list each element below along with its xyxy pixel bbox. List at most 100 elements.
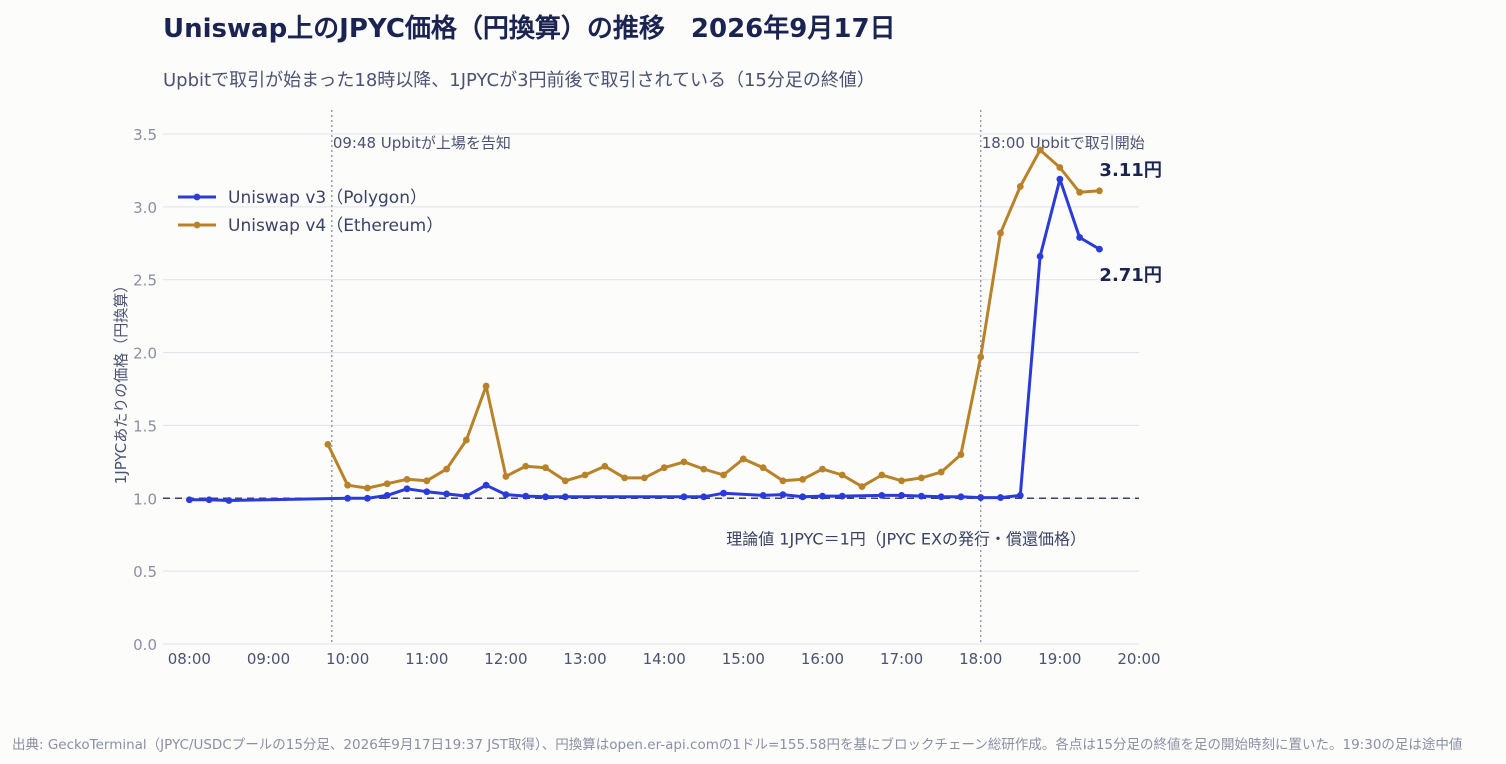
event-annotations: 09:48 Upbitが上場を告知 18:00 Upbitで取引開始	[331, 110, 1145, 644]
gridlines	[163, 133, 1139, 645]
data-point	[1016, 491, 1024, 499]
data-point	[858, 483, 866, 491]
data-point	[522, 492, 530, 500]
legend-entry: Uniswap v3（Polygon）	[228, 188, 427, 208]
data-point	[1056, 164, 1064, 171]
legend-swatch-point	[193, 193, 201, 201]
reference-line-group: 理論値 1JPYC＝1円（JPYC EXの発行・償還価格）	[163, 497, 1139, 548]
data-point	[838, 471, 846, 479]
data-point	[383, 491, 391, 499]
data-point	[502, 473, 510, 480]
y-tick-label: 0.0	[133, 636, 157, 654]
x-tick-label: 19:00	[1038, 650, 1081, 668]
data-point	[482, 382, 490, 390]
data-point	[423, 477, 431, 485]
data-point	[324, 440, 332, 448]
data-point	[542, 464, 549, 472]
data-point	[759, 464, 767, 472]
data-point	[700, 493, 708, 501]
data-point	[917, 474, 925, 482]
data-point	[1036, 146, 1044, 154]
y-axis-title: 1JPYCあたりの価格（円換算）	[112, 278, 130, 485]
y-tick-label: 3.5	[133, 126, 157, 144]
x-tick-label: 14:00	[643, 650, 686, 668]
data-point	[482, 481, 490, 489]
data-point	[819, 492, 826, 500]
x-tick-label: 16:00	[801, 650, 844, 668]
data-point	[344, 494, 352, 502]
data-point	[977, 494, 985, 501]
data-point	[423, 488, 431, 496]
data-point	[185, 496, 193, 504]
reference-line-label: 理論値 1JPYC＝1円（JPYC EXの発行・償還価格）	[726, 529, 1086, 548]
data-point	[403, 475, 411, 483]
x-tick-label: 20:00	[1117, 650, 1160, 668]
data-point	[878, 471, 886, 479]
data-point	[225, 497, 233, 504]
data-point	[383, 480, 391, 488]
data-point	[739, 455, 747, 463]
data-point	[1076, 234, 1084, 241]
data-point	[997, 229, 1004, 237]
series-line-2	[326, 148, 1100, 490]
axes: 0.0 0.5 1.0 1.5 2.0 2.5 3.0 3.5 08:00 09:00 10:00 1…	[112, 126, 1161, 668]
x-tick-label: 08:00	[168, 650, 211, 668]
data-point	[1096, 245, 1103, 253]
y-tick-label: 2.5	[133, 272, 157, 290]
x-tick-label: 12:00	[484, 650, 527, 668]
y-tick-label: 1.5	[133, 417, 157, 435]
data-point	[1036, 253, 1044, 260]
data-point	[957, 493, 965, 501]
data-point	[462, 436, 470, 444]
data-point	[977, 353, 985, 361]
series-layer	[185, 146, 1103, 504]
data-point	[720, 489, 727, 497]
y-tick-label: 1.0	[133, 490, 157, 508]
legend-swatch-point	[193, 221, 201, 229]
data-point	[997, 494, 1004, 501]
y-tick-label: 0.5	[133, 563, 157, 581]
data-point	[819, 465, 826, 473]
x-tick-label: 09:00	[247, 650, 290, 668]
data-point	[799, 493, 807, 501]
data-point	[917, 492, 925, 500]
end-value-label: 2.71円	[1099, 265, 1161, 286]
data-point	[759, 491, 767, 499]
chart-subtitle: Upbitで取引が始まった18時以降、1JPYCが3円前後で取引されている（15…	[163, 70, 875, 91]
data-point	[561, 477, 569, 485]
event-label: 18:00 Upbitで取引開始	[982, 134, 1145, 152]
x-tick-label: 18:00	[959, 650, 1002, 668]
data-point	[621, 474, 629, 482]
data-point	[364, 484, 371, 492]
data-point	[581, 471, 589, 479]
data-point	[502, 491, 510, 499]
x-tick-label: 13:00	[563, 650, 606, 668]
legend: Uniswap v3（Polygon） Uniswap v4（Ethereum）	[178, 188, 443, 236]
data-point	[522, 462, 530, 470]
x-tick-label: 15:00	[722, 650, 765, 668]
data-point	[700, 465, 708, 473]
data-point	[542, 493, 549, 501]
chart-title: Uniswap上のJPYC価格（円換算）の推移 2026年9月17日	[163, 14, 896, 44]
data-point	[1076, 188, 1084, 196]
data-point	[403, 485, 411, 493]
legend-entry: Uniswap v4（Ethereum）	[228, 216, 443, 236]
data-point	[344, 481, 352, 489]
data-point	[1096, 187, 1103, 195]
data-point	[720, 471, 727, 479]
data-point	[878, 491, 886, 499]
data-point	[443, 490, 450, 498]
data-point	[898, 477, 905, 485]
data-point	[601, 462, 609, 470]
end-value-label: 3.11円	[1099, 160, 1161, 181]
y-tick-label: 3.0	[133, 199, 157, 217]
data-point	[957, 451, 965, 458]
x-tick-label: 10:00	[326, 650, 369, 668]
data-point	[660, 464, 668, 472]
data-point	[898, 491, 905, 499]
data-point	[799, 475, 807, 483]
data-point	[937, 468, 945, 476]
data-point	[937, 493, 945, 501]
event-label: 09:48 Upbitが上場を告知	[333, 134, 511, 152]
